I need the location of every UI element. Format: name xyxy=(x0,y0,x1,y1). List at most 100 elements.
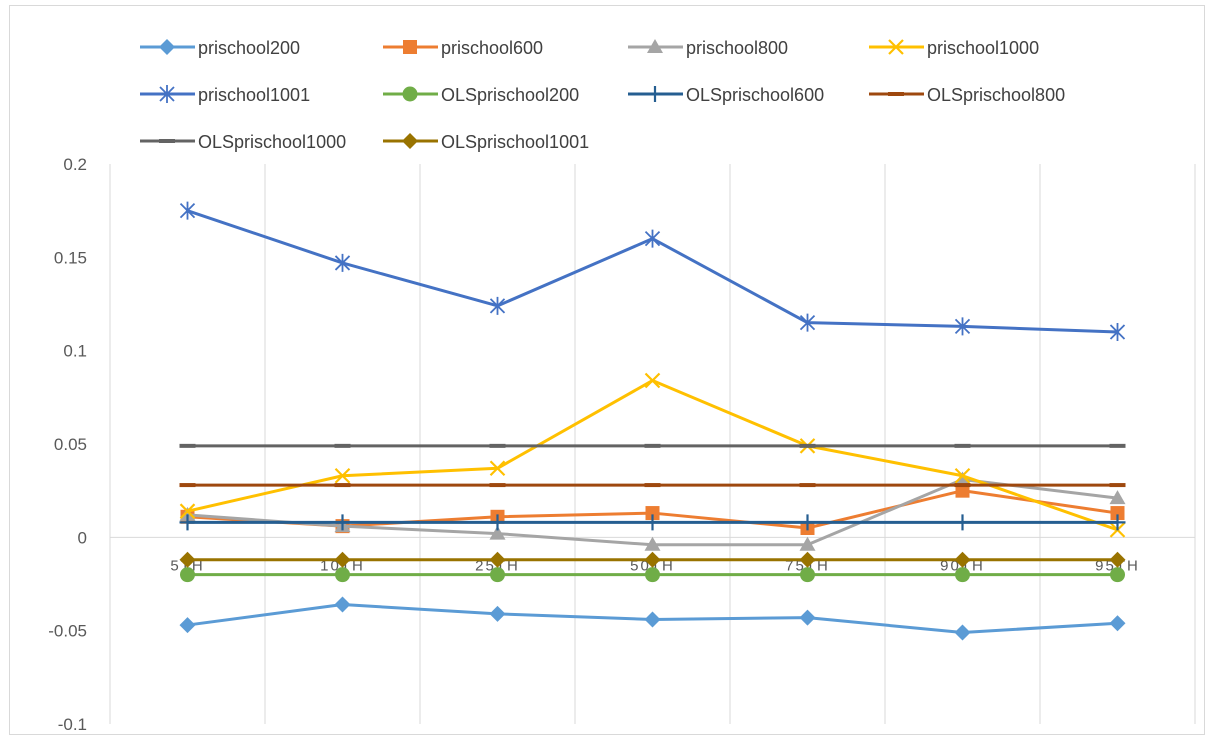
series-OLSprischool1001 xyxy=(179,551,1126,568)
data-point xyxy=(955,483,970,498)
data-point xyxy=(954,443,971,448)
series-OLSprischool800 xyxy=(179,483,1126,488)
data-point xyxy=(799,551,816,568)
data-point xyxy=(179,201,196,220)
data-point xyxy=(179,617,196,634)
data-point xyxy=(645,506,660,521)
y-tick-label: 0.05 xyxy=(54,435,87,454)
y-tick-label: -0.1 xyxy=(58,715,87,734)
legend-entry: prischool200 xyxy=(140,38,300,58)
data-point xyxy=(799,514,816,531)
legend-marker xyxy=(403,40,417,54)
data-point xyxy=(489,605,506,622)
data-point xyxy=(954,467,971,484)
legend-label: prischool1001 xyxy=(198,85,310,105)
data-point xyxy=(489,525,506,540)
legend-entry: OLSprischool1001 xyxy=(383,132,589,152)
legend-marker xyxy=(888,39,904,55)
data-point xyxy=(489,296,506,315)
data-point xyxy=(179,503,196,519)
legend-label: prischool600 xyxy=(441,38,543,58)
legend-label: OLSprischool600 xyxy=(686,85,824,105)
data-point xyxy=(644,483,661,488)
data-point xyxy=(334,483,351,488)
data-point xyxy=(490,567,505,583)
data-point xyxy=(1110,567,1125,583)
series-line xyxy=(186,209,1119,334)
data-point xyxy=(1109,514,1126,531)
y-tick-label: 0.1 xyxy=(63,342,87,361)
data-point xyxy=(799,609,816,626)
data-point xyxy=(799,483,816,488)
legend-marker xyxy=(159,139,175,143)
legend-label: OLSprischool800 xyxy=(927,85,1065,105)
legend-label: OLSprischool1001 xyxy=(441,132,589,152)
data-point xyxy=(955,567,970,583)
data-point xyxy=(179,506,196,521)
data-point xyxy=(644,551,661,568)
data-point xyxy=(334,514,351,531)
data-point xyxy=(334,443,351,448)
data-point xyxy=(1109,490,1126,505)
legend-entry: prischool1000 xyxy=(869,38,1039,58)
data-point xyxy=(334,467,351,484)
data-point xyxy=(489,460,506,477)
legend-marker xyxy=(402,133,418,149)
data-point xyxy=(1110,506,1125,521)
data-point xyxy=(334,596,351,613)
legend-label: prischool200 xyxy=(198,38,300,58)
legend-entry: OLSprischool1000 xyxy=(140,132,346,152)
data-point xyxy=(954,514,971,531)
data-point xyxy=(954,483,971,488)
legend-entry: OLSprischool800 xyxy=(869,85,1065,105)
data-point xyxy=(799,313,816,332)
chart-frame xyxy=(9,5,1205,735)
legend-marker xyxy=(647,86,663,102)
data-point xyxy=(489,443,506,448)
data-point xyxy=(489,483,506,488)
data-point xyxy=(954,317,971,336)
data-point xyxy=(1109,615,1126,632)
data-point xyxy=(644,514,661,531)
data-point xyxy=(954,471,971,486)
data-point xyxy=(954,551,971,568)
legend-marker xyxy=(159,39,175,55)
data-point xyxy=(799,536,816,551)
series-layer xyxy=(179,201,1126,641)
data-point xyxy=(800,567,815,583)
series-OLSprischool600 xyxy=(179,514,1126,531)
legend-marker xyxy=(159,85,175,103)
data-point xyxy=(1109,551,1126,568)
legend-entry: prischool800 xyxy=(628,38,788,58)
data-point xyxy=(180,567,195,583)
data-point xyxy=(644,229,661,248)
legend-label: prischool800 xyxy=(686,38,788,58)
data-point xyxy=(179,443,196,448)
series-OLSprischool200 xyxy=(180,567,1125,583)
data-point xyxy=(1109,323,1126,341)
legend: prischool200 prischool600 prischool800 pris… xyxy=(140,38,1065,152)
legend-marker xyxy=(647,39,663,53)
legend-marker xyxy=(402,86,418,102)
legend-entry: prischool1001 xyxy=(140,85,310,105)
data-point xyxy=(645,567,660,583)
data-point xyxy=(334,551,351,568)
grid-layer xyxy=(109,164,1196,724)
data-point xyxy=(1109,443,1126,448)
y-tick-label: -0.05 xyxy=(48,622,87,641)
data-point xyxy=(1109,483,1126,488)
legend-entry: OLSprischool200 xyxy=(383,85,579,105)
data-point xyxy=(179,483,196,488)
y-tick-label: 0.15 xyxy=(54,248,87,267)
data-point xyxy=(644,611,661,628)
legend-label: prischool1000 xyxy=(927,38,1039,58)
data-point xyxy=(644,536,661,551)
data-point xyxy=(489,514,506,531)
legend-entry: prischool600 xyxy=(383,38,543,58)
data-point xyxy=(489,551,506,568)
data-point xyxy=(334,253,351,272)
data-point xyxy=(179,551,196,568)
data-point xyxy=(644,443,661,448)
series-OLSprischool1000 xyxy=(179,443,1126,448)
